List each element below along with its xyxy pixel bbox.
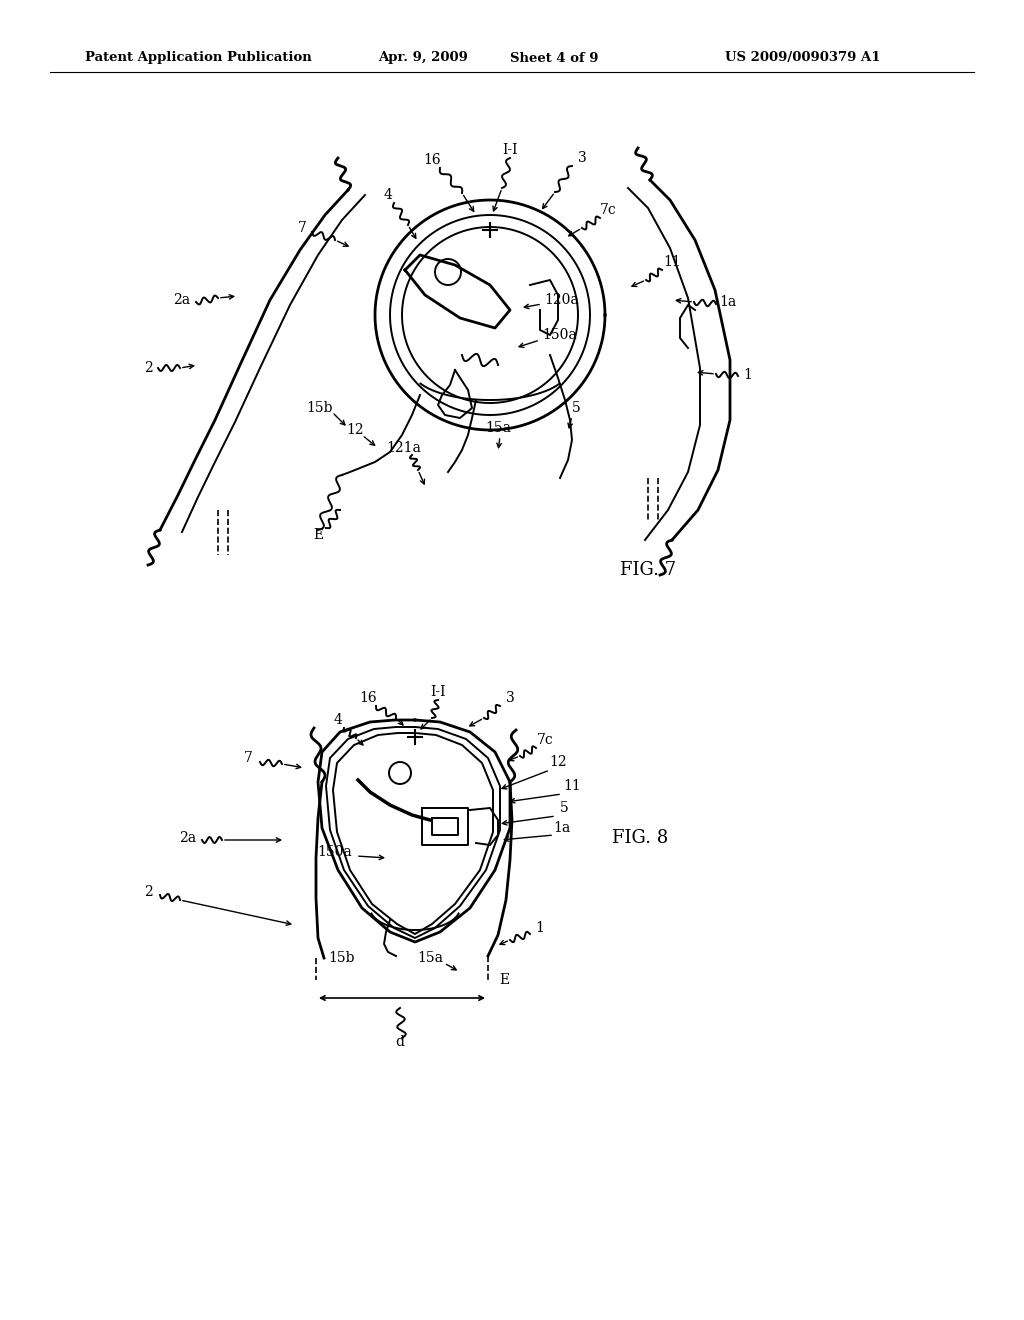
Text: 15a: 15a	[485, 421, 511, 436]
Text: 1a: 1a	[720, 294, 736, 309]
Text: I-I: I-I	[430, 685, 445, 700]
Text: 121a: 121a	[387, 441, 422, 455]
Text: 7c: 7c	[537, 733, 553, 747]
Text: 7: 7	[244, 751, 253, 766]
Text: 5: 5	[560, 801, 568, 814]
Text: 3: 3	[506, 690, 514, 705]
Text: 12: 12	[346, 422, 364, 437]
Text: 2a: 2a	[173, 293, 190, 308]
Text: US 2009/0090379 A1: US 2009/0090379 A1	[725, 51, 881, 65]
Text: 4: 4	[384, 187, 392, 202]
Text: 4: 4	[334, 713, 342, 727]
Text: 15a: 15a	[417, 950, 443, 965]
Text: 7c: 7c	[600, 203, 616, 216]
Text: I-I: I-I	[502, 143, 518, 157]
Text: 2: 2	[143, 884, 153, 899]
Text: Sheet 4 of 9: Sheet 4 of 9	[510, 51, 598, 65]
Text: 11: 11	[664, 255, 681, 269]
Text: 16: 16	[423, 153, 440, 168]
Text: Apr. 9, 2009: Apr. 9, 2009	[378, 51, 468, 65]
Text: E: E	[499, 973, 509, 987]
Text: 1: 1	[536, 921, 545, 935]
Text: 5: 5	[571, 401, 581, 414]
Text: FIG. 7: FIG. 7	[620, 561, 676, 579]
Text: 120a: 120a	[544, 293, 579, 308]
Text: 3: 3	[578, 150, 587, 165]
Text: d: d	[395, 1035, 404, 1049]
Text: 15b: 15b	[329, 950, 355, 965]
Text: FIG. 8: FIG. 8	[612, 829, 668, 847]
Text: 11: 11	[563, 779, 581, 793]
Text: 16: 16	[359, 690, 377, 705]
Text: Patent Application Publication: Patent Application Publication	[85, 51, 311, 65]
Text: 1a: 1a	[553, 821, 570, 836]
Text: 2a: 2a	[179, 832, 197, 845]
Text: 1: 1	[743, 368, 753, 381]
Text: 7: 7	[298, 220, 306, 235]
Text: 150a: 150a	[542, 327, 577, 342]
Text: 15b: 15b	[307, 401, 333, 414]
Text: 12: 12	[549, 755, 567, 770]
Text: E: E	[313, 528, 323, 543]
Text: 2: 2	[143, 360, 153, 375]
Text: 150a: 150a	[317, 845, 352, 859]
